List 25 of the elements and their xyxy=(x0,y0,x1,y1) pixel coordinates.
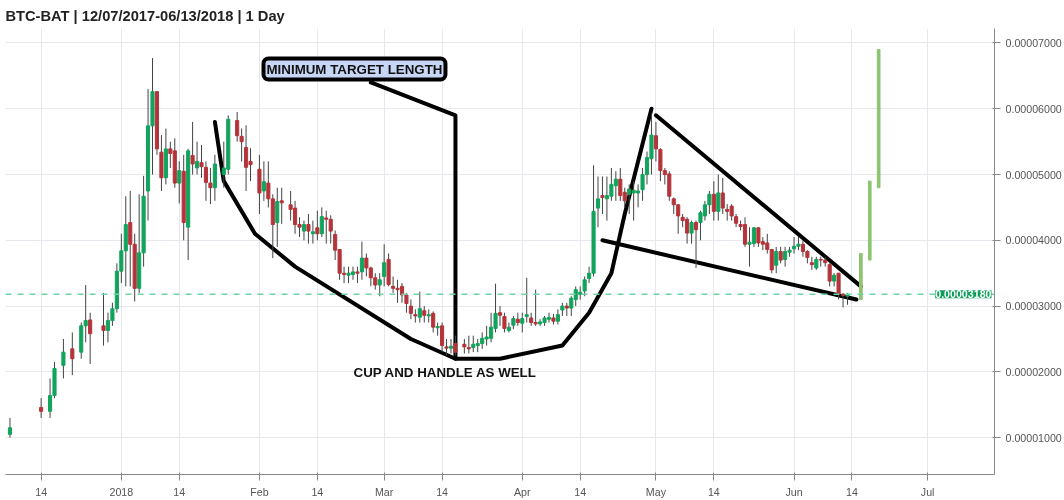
x-tick-label: 2018 xyxy=(109,485,134,498)
x-tick-label: 14 xyxy=(436,485,449,498)
x-tick-label: 14 xyxy=(35,485,48,498)
x-tick-label: Jun xyxy=(785,485,803,498)
x-tick-label: Feb xyxy=(250,485,269,498)
x-tick-label: 14 xyxy=(311,485,324,498)
x-tick-label: May xyxy=(645,485,667,498)
annotation: CUP AND HANDLE AS WELL xyxy=(353,364,536,380)
chart-title: BTC-BAT | 12/07/2017-06/13/2018 | 1 Day xyxy=(5,7,286,24)
y-tick-label: 0.00007000 xyxy=(1005,36,1062,49)
y-tick-label: 0.00003000 xyxy=(1005,300,1062,313)
x-tick-label: 14 xyxy=(846,485,858,498)
x-tick-label: 14 xyxy=(173,485,186,498)
x-tick-label: 14 xyxy=(707,485,720,498)
x-tick-label: Mar xyxy=(375,485,394,498)
x-tick-label: Jul xyxy=(920,485,935,498)
y-tick-label: 0.00005000 xyxy=(1005,168,1062,181)
ref-line-label: 0.00003180 xyxy=(935,288,992,301)
y-tick-label: 0.00004000 xyxy=(1005,234,1062,247)
y-tick-label: 0.00001000 xyxy=(1005,431,1062,444)
annotation: MINIMUM TARGET LENGTH xyxy=(266,61,443,77)
y-tick-label: 0.00002000 xyxy=(1005,365,1062,378)
y-tick-label: 0.00006000 xyxy=(1005,102,1062,115)
x-tick-label: 14 xyxy=(574,485,587,498)
x-tick-label: Apr xyxy=(513,485,532,498)
